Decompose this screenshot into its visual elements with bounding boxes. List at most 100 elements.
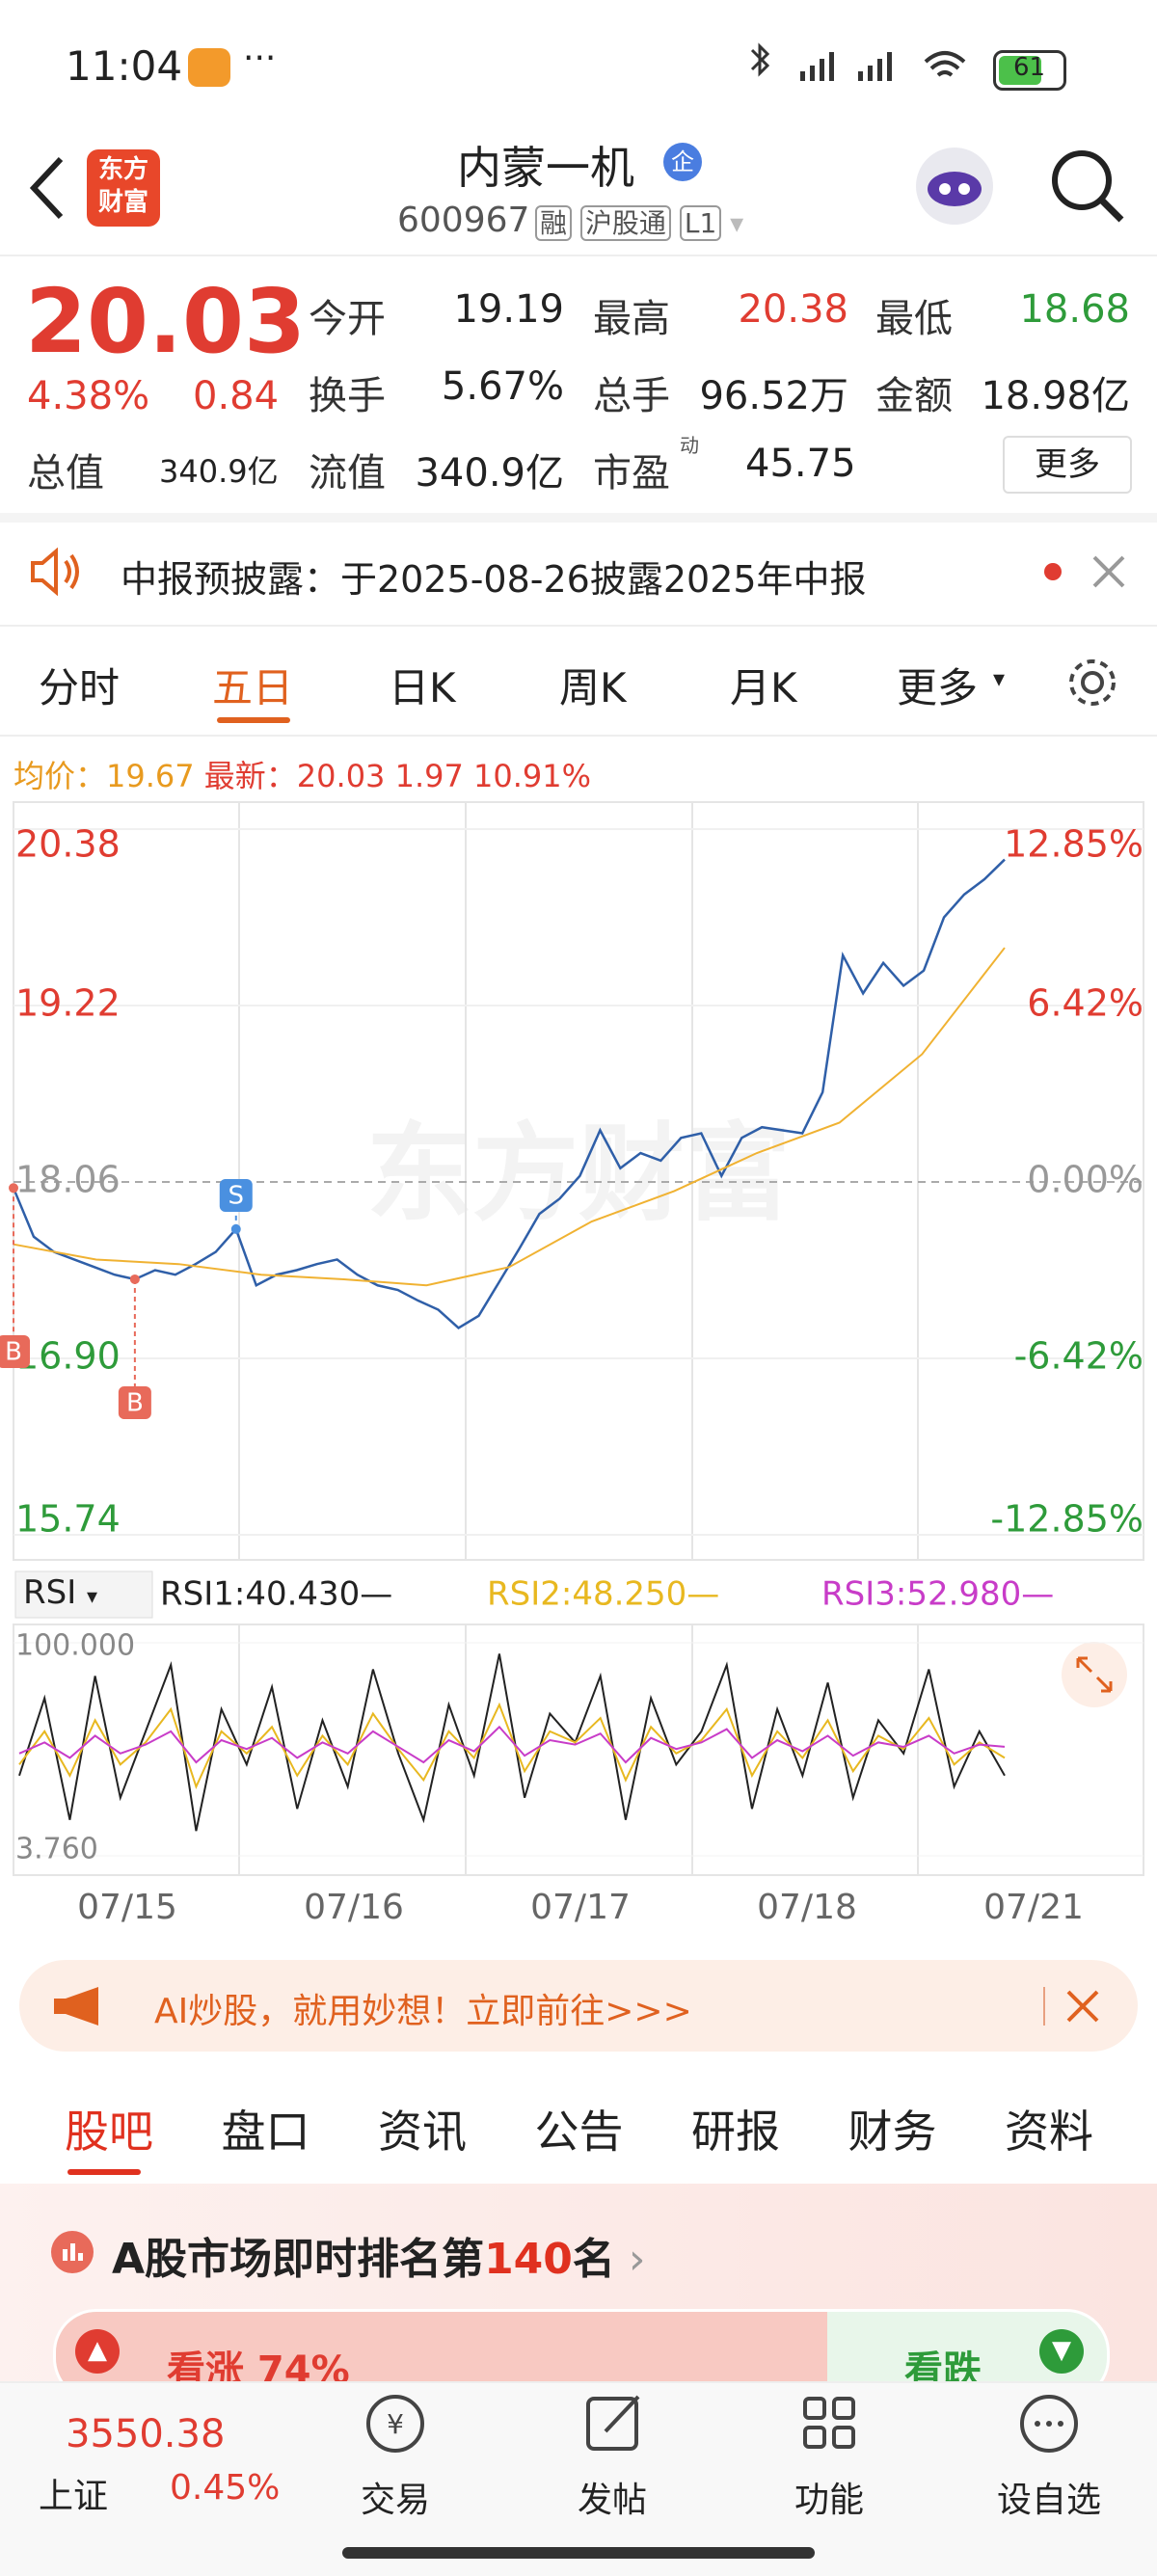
marker-dot [9,1183,18,1194]
stat-value: 45.75 [745,442,856,486]
index-pct: 0.45% [170,2468,281,2508]
avg-price: 均价：19.67 [13,758,195,794]
y-tick-label: 18.06 [15,1159,121,1201]
chart-tab[interactable]: 日K [389,664,456,711]
chart-tab[interactable]: 更多 [897,664,979,711]
stat-label: 流值 [309,451,386,496]
y-tick-label: 19.22 [15,982,121,1025]
trade-marker [219,1179,253,1212]
title-badge: 企 [663,143,702,181]
nav-item[interactable]: 交易 [360,2481,430,2520]
content-tab[interactable]: 财务 [848,2106,937,2158]
trade-marker [0,1335,30,1368]
chart-tab[interactable]: 周K [559,664,627,711]
rsi-legend: RSI3:52.980— [821,1575,1054,1614]
divider [0,255,1157,256]
date-label: 07/16 [304,1888,404,1927]
rsi-tick-label: 100.000 [15,1629,135,1663]
app-icon [188,48,230,87]
content-tab[interactable]: 资讯 [378,2106,467,2158]
content-tabs: 股吧 盘口 资讯 公告 研报 财务 资料 [0,2097,1157,2158]
divider [0,513,1157,523]
settings-button[interactable] [1065,656,1119,710]
ranking-pre: A股市场即时排名第 [112,2235,485,2284]
nav-item[interactable]: 发帖 [577,2481,647,2520]
svg-text:东方财富: 东方财富 [366,1112,791,1235]
more-button[interactable]: 更多 [1003,436,1132,494]
content-tab[interactable]: 资料 [1005,2106,1093,2158]
nav-icons: ¥ [366,2395,1078,2453]
megaphone-icon [54,1987,98,2026]
nav-item[interactable]: 设自选 [996,2481,1101,2520]
banner-text: AI炒股，就用妙想！立即前往>>> [154,1992,692,2031]
notice-text[interactable]: 中报预披露：于2025-08-26披露2025年中报 [121,558,867,601]
y-tick-label: 16.90 [15,1335,121,1378]
trade-marker-label: B [5,1338,22,1367]
chart-tab-active[interactable]: 五日 [212,664,294,711]
date-label: 07/15 [77,1888,177,1927]
tag: 融 [535,205,573,241]
stat-value: 5.67% [441,364,564,409]
chart-info: 均价：19.67 最新：20.03 1.97 10.91% [13,752,591,796]
index-name: 上证 [39,2477,109,2516]
pct-tick-label: 6.42% [1027,982,1144,1025]
rsi-line [18,1725,1006,1764]
pct-tick-label: -6.42% [1014,1335,1144,1378]
change-pct: 4.38% [27,374,150,418]
notice-dot [1044,563,1062,580]
ranking-text[interactable]: A股市场即时排名第140名 › [112,2235,646,2284]
search-button[interactable] [1046,145,1128,227]
pct-tick-label: 0.00% [1027,1159,1144,1201]
bottom-nav: 3550.38 上证 0.45% ¥ 交易 发帖 功能 设自选 [0,2381,1157,2576]
date-label: 07/21 [983,1888,1084,1927]
rsi-line [18,1702,1006,1790]
stat-value: 18.68 [1019,287,1130,332]
tab-underline [217,717,290,723]
price: 20.03 [25,270,307,373]
stat-label: 今开 [309,297,386,341]
trade-marker [118,1386,151,1419]
rank-icon [51,2231,94,2273]
speaker-icon [31,548,79,596]
content-tab[interactable]: 研报 [691,2106,780,2158]
battery-level: 61 [1013,53,1046,82]
stock-name: 内蒙一机 [457,142,634,194]
divider [0,625,1157,627]
content-tab[interactable]: 盘口 [221,2106,310,2158]
index-value[interactable]: 3550.38 [66,2412,226,2456]
rsi-tick-label: 3.760 [15,1833,98,1866]
dropdown-arrow: ▾ [993,665,1006,692]
stock-code: 600967 [397,201,530,240]
chart-tab[interactable]: 月K [730,664,797,711]
pct-tick-label: 12.85% [1004,823,1144,866]
tag: 沪股通 [579,205,671,241]
close-banner[interactable] [1065,1989,1100,2024]
ranking-number: 140 [484,2235,573,2284]
y-tick-label: 15.74 [15,1498,121,1541]
stat-label: 总值 [27,451,104,496]
stat-label: 最低 [875,297,953,341]
price-chart: 东方财富 20.38 12.85% 19.22 6.42% 18.06 0.00% 16.9… [0,801,1144,1927]
stat-value: 340.9亿 [159,453,279,490]
content-tab[interactable]: 股吧 [65,2106,153,2158]
stat-label: 市盈 [593,451,670,496]
tag: L1 [679,205,722,241]
rsi-selector[interactable]: RSI ▾ [23,1573,98,1612]
robot-avatar[interactable] [911,143,998,229]
svg-text:¥: ¥ [387,2408,404,2440]
chart-tab[interactable]: 分时 [39,664,121,711]
back-button[interactable] [24,154,72,222]
marker-dot [230,1223,241,1234]
logo-text: 财富 [97,188,148,217]
pct-tick-label: -12.85% [990,1498,1144,1541]
date-label: 07/17 [530,1888,631,1927]
ai-banner[interactable]: AI炒股，就用妙想！立即前往>>> [19,1960,1138,2052]
content-tab[interactable]: 公告 [534,2106,624,2158]
nav-item[interactable]: 功能 [794,2481,864,2520]
close-notice[interactable] [1091,554,1126,589]
latest-change: 1.97 [394,758,464,794]
stat-value: 19.19 [453,287,564,332]
date-label: 07/18 [757,1888,857,1927]
logo-text: 东方 [97,155,148,184]
